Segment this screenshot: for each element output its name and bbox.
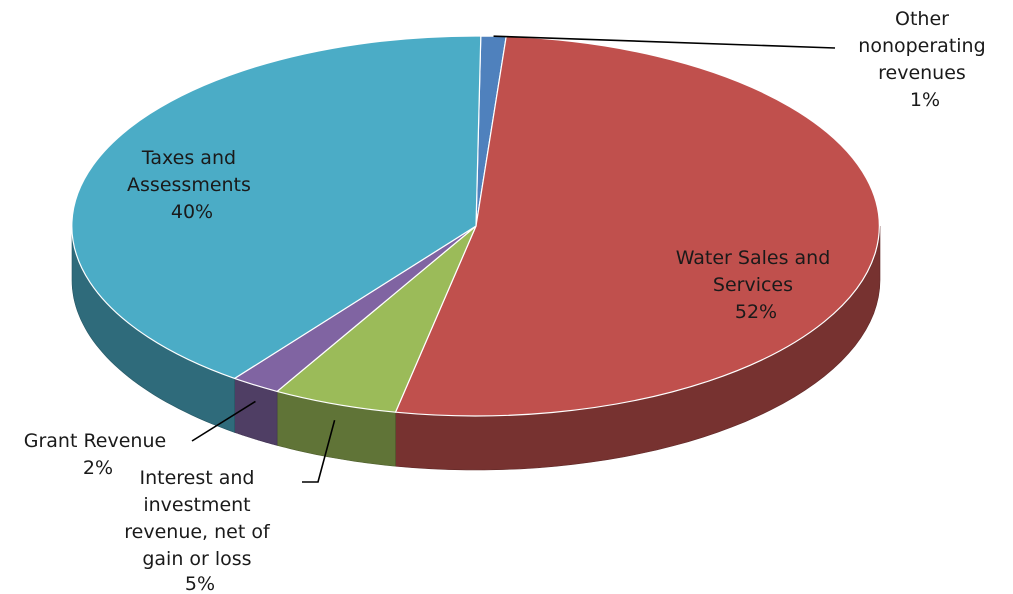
pie-sides — [71, 225, 881, 471]
pie-slice-taxes-and-assessments — [71, 35, 482, 379]
label-other-nonoperating: Other nonoperating revenues 1% — [858, 8, 991, 111]
label-taxes-assessments: Taxes and Assessments 40% — [127, 147, 257, 223]
label-water-sales: Water Sales and Services 52% — [676, 247, 837, 323]
leader-line-interest — [302, 419, 336, 483]
leader-line-grant — [191, 400, 256, 442]
leader-line-other — [493, 35, 836, 49]
pie-top-faces — [71, 35, 880, 417]
pie-slice-water-sales-and-services — [394, 35, 880, 417]
leader-lines — [191, 35, 836, 483]
label-interest-investment: Interest and investment revenue, net of … — [124, 467, 275, 594]
label-grant-revenue: Grant Revenue 2% — [24, 430, 173, 479]
